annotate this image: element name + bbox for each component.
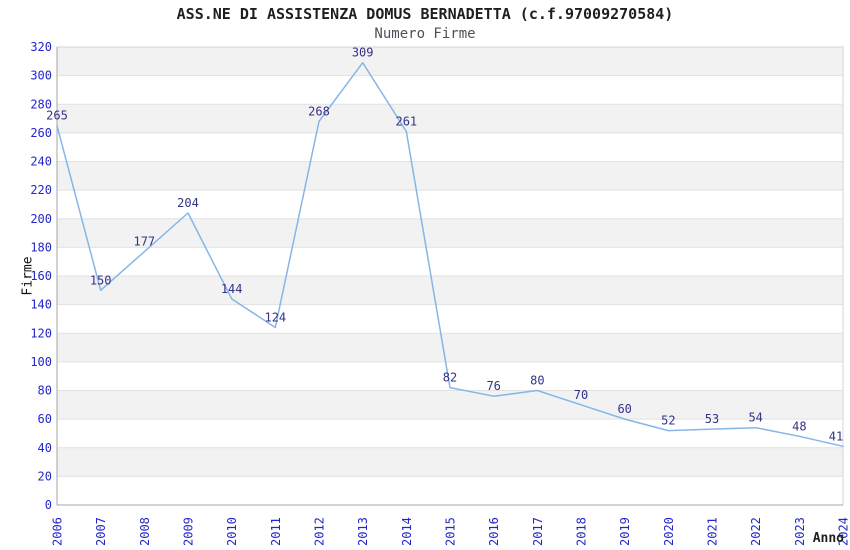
x-axis-title: Anno — [812, 531, 844, 546]
x-tick-label: 2014 — [400, 517, 414, 546]
y-tick-label: 0 — [45, 498, 52, 512]
background-band — [57, 104, 843, 133]
data-label: 76 — [486, 379, 500, 393]
data-label: 54 — [748, 411, 762, 425]
data-label: 309 — [352, 46, 374, 60]
x-tick-label: 2022 — [749, 517, 763, 546]
y-axis-title: Firme — [20, 256, 36, 296]
chart-title: ASS.NE DI ASSISTENZA DOMUS BERNADETTA (c… — [176, 5, 674, 23]
data-label: 150 — [90, 273, 112, 287]
y-tick-label: 320 — [30, 40, 52, 54]
data-label: 48 — [792, 419, 806, 433]
background-band — [57, 333, 843, 362]
x-tick-label: 2008 — [138, 517, 152, 546]
data-label: 41 — [829, 429, 843, 443]
chart-subtitle: Numero Firme — [374, 26, 476, 42]
x-tick-label: 2016 — [487, 517, 501, 546]
x-tick-label: 2019 — [618, 517, 632, 546]
y-tick-label: 220 — [30, 183, 52, 197]
y-tick-label: 200 — [30, 212, 52, 226]
y-tick-label: 60 — [38, 412, 52, 426]
y-tick-label: 300 — [30, 69, 52, 83]
data-label: 204 — [177, 196, 199, 210]
data-label: 80 — [530, 374, 544, 388]
data-label: 261 — [395, 114, 417, 128]
y-tick-label: 140 — [30, 298, 52, 312]
x-tick-label: 2007 — [94, 517, 108, 546]
y-tick-label: 100 — [30, 355, 52, 369]
y-tick-label: 280 — [30, 97, 52, 111]
x-tick-label: 2021 — [706, 517, 720, 546]
background-band — [57, 390, 843, 420]
y-tick-label: 160 — [30, 269, 52, 283]
x-tick-label: 2006 — [51, 517, 65, 546]
background-band — [57, 47, 843, 76]
x-tick-label: 2023 — [793, 517, 807, 546]
x-tick-label: 2009 — [182, 517, 196, 546]
data-label: 144 — [221, 282, 243, 296]
y-tick-label: 80 — [38, 384, 52, 398]
data-label: 52 — [661, 414, 675, 428]
background-band — [57, 161, 843, 191]
x-tick-label: 2015 — [444, 517, 458, 546]
data-label: 70 — [574, 388, 588, 402]
data-label: 177 — [133, 235, 155, 249]
x-tick-label: 2017 — [531, 517, 545, 546]
y-tick-label: 180 — [30, 240, 52, 254]
background-band — [57, 447, 843, 477]
x-tick-label: 2024 — [837, 517, 850, 546]
data-label: 82 — [443, 371, 457, 385]
data-label: 265 — [46, 109, 68, 123]
x-tick-label: 2012 — [313, 517, 327, 546]
data-label: 124 — [264, 311, 286, 325]
y-tick-label: 260 — [30, 126, 52, 140]
background-band — [57, 218, 843, 248]
data-label: 268 — [308, 104, 330, 118]
y-tick-label: 20 — [38, 469, 52, 483]
x-tick-label: 2018 — [575, 517, 589, 546]
x-tick-label: 2013 — [356, 517, 370, 546]
x-tick-label: 2010 — [225, 517, 239, 546]
data-label: 53 — [705, 412, 719, 426]
y-tick-label: 240 — [30, 155, 52, 169]
y-tick-label: 40 — [38, 441, 52, 455]
series-line — [56, 61, 844, 448]
y-tick-label: 120 — [30, 326, 52, 340]
x-tick-label: 2011 — [269, 517, 283, 546]
x-tick-label: 2020 — [662, 517, 676, 546]
background-band — [57, 276, 843, 305]
data-label: 60 — [617, 402, 631, 416]
